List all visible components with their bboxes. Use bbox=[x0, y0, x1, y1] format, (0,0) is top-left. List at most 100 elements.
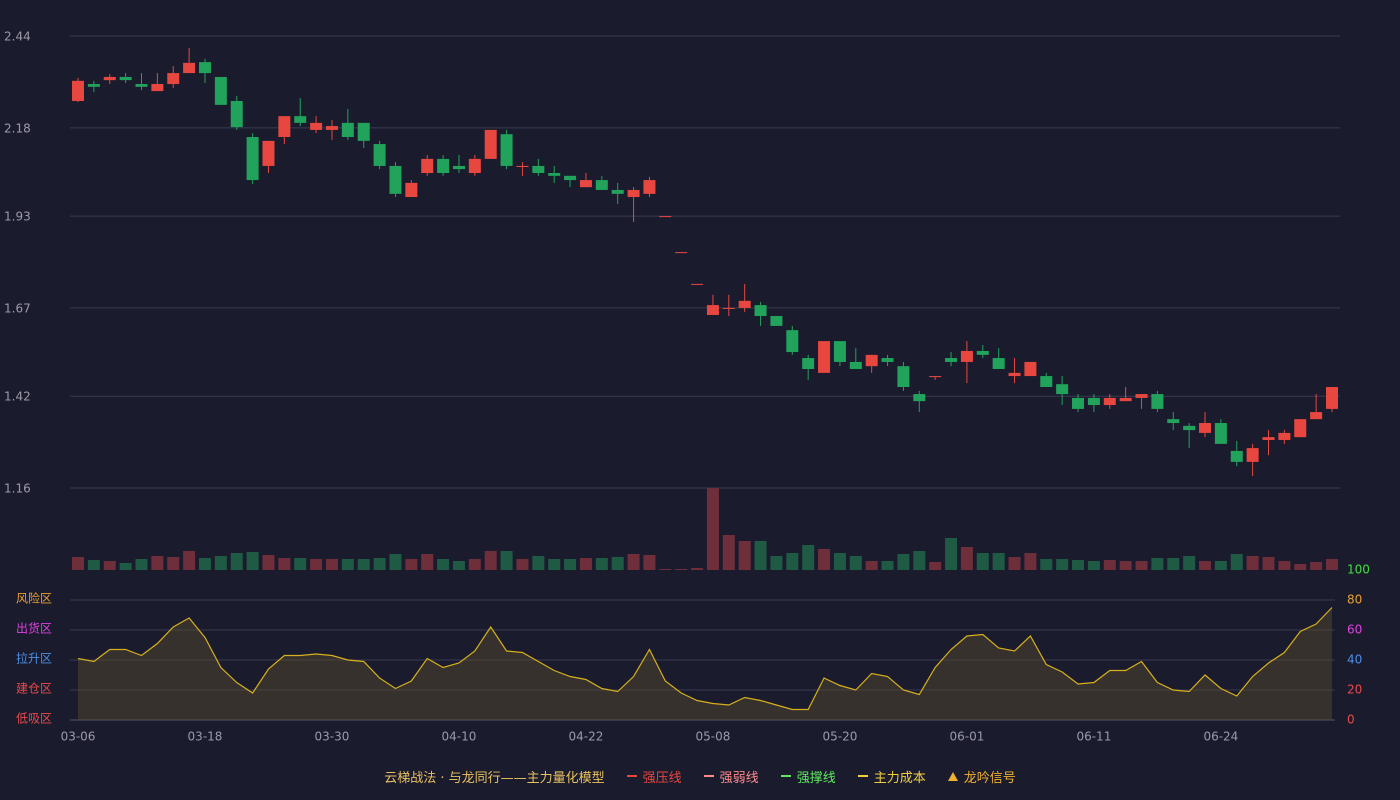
candle-body bbox=[579, 180, 592, 188]
candle-body bbox=[151, 84, 164, 92]
volume-bar bbox=[849, 556, 862, 570]
candle-body bbox=[818, 341, 831, 373]
candle-body bbox=[548, 173, 561, 176]
legend-label: 强弱线 bbox=[719, 770, 759, 786]
legend-item[interactable]: 强撑线 bbox=[780, 767, 836, 786]
candle-body bbox=[516, 165, 529, 168]
legend-item[interactable]: 主力成本 bbox=[857, 767, 926, 786]
candle-body bbox=[452, 165, 465, 170]
volume-bar bbox=[738, 541, 751, 570]
candle-body bbox=[786, 330, 799, 353]
volume-bar bbox=[484, 551, 497, 570]
x-tick-label: 03-18 bbox=[188, 730, 223, 744]
candle-body bbox=[310, 122, 323, 130]
candle-body bbox=[1151, 394, 1164, 409]
volume-bar bbox=[548, 559, 561, 570]
candle-body bbox=[421, 158, 434, 174]
volume-bar bbox=[913, 551, 926, 570]
volume-bar bbox=[897, 554, 910, 570]
volume-bar bbox=[452, 561, 465, 570]
volume-bar bbox=[706, 488, 719, 570]
legend-label: 主力成本 bbox=[873, 770, 926, 786]
volume-bar bbox=[659, 569, 672, 570]
candle-body bbox=[802, 358, 815, 369]
volume-bar bbox=[595, 558, 608, 570]
x-tick-label: 03-06 bbox=[61, 730, 96, 744]
candle-body bbox=[1199, 423, 1212, 433]
candle-body bbox=[706, 305, 719, 315]
volume-bar bbox=[262, 555, 275, 570]
volume-bar bbox=[246, 552, 259, 570]
candle-body bbox=[1214, 423, 1227, 444]
volume-bar bbox=[1214, 561, 1227, 570]
legend-swatch bbox=[857, 775, 868, 777]
volume-bar bbox=[643, 555, 656, 570]
volume-bar bbox=[691, 568, 704, 570]
candle-body bbox=[770, 316, 783, 326]
legend-swatch bbox=[626, 775, 637, 777]
candle-body bbox=[913, 394, 926, 402]
zone-label: 风险区 bbox=[16, 591, 52, 606]
candle-body bbox=[1056, 384, 1069, 395]
legend-swatch bbox=[703, 775, 714, 777]
y-tick-label: 60 bbox=[1347, 623, 1362, 637]
volume-bar bbox=[373, 558, 386, 570]
legend-item[interactable]: 强弱线 bbox=[703, 767, 759, 786]
y-tick-label: 1.42 bbox=[4, 390, 31, 404]
candle-body bbox=[183, 62, 196, 74]
candle-body bbox=[325, 126, 338, 130]
volume-bar bbox=[214, 556, 227, 570]
candle-body bbox=[659, 216, 672, 218]
y-tick-label: 0 bbox=[1347, 713, 1355, 727]
y-tick-label: 40 bbox=[1347, 653, 1362, 667]
candle-body bbox=[1167, 419, 1180, 424]
volume-bar bbox=[357, 559, 370, 570]
candle-body bbox=[500, 134, 513, 166]
candle-body bbox=[992, 358, 1005, 369]
x-tick-label: 05-08 bbox=[695, 730, 730, 744]
y-tick-label: 2.44 bbox=[4, 30, 31, 44]
candle-body bbox=[1135, 394, 1148, 398]
x-tick-label: 06-01 bbox=[949, 730, 984, 744]
candle-body bbox=[881, 358, 894, 362]
volume-bar bbox=[754, 541, 767, 570]
volume-bar bbox=[1008, 557, 1021, 570]
candle-body bbox=[294, 116, 307, 123]
y-tick-label: 1.16 bbox=[4, 482, 31, 496]
candle-body bbox=[1072, 397, 1085, 409]
candle-body bbox=[246, 136, 259, 181]
volume-bar bbox=[341, 559, 354, 570]
volume-bar bbox=[532, 556, 545, 570]
volume-bar bbox=[945, 538, 958, 570]
candle-body bbox=[87, 84, 100, 87]
y-tick-label: 1.67 bbox=[4, 301, 31, 315]
candle-body bbox=[1262, 437, 1275, 440]
candle-body bbox=[357, 122, 370, 141]
volume-bar bbox=[468, 559, 481, 570]
volume-bar bbox=[1246, 556, 1259, 570]
volume-bar bbox=[389, 554, 402, 570]
candle-body bbox=[437, 158, 450, 174]
volume-bar bbox=[627, 554, 640, 570]
legend: 云梯战法 · 与龙同行——主力量化模型 强压线 强弱线 强撑线 主力成本 龙吟信号 bbox=[0, 764, 1400, 788]
volume-bar bbox=[564, 559, 577, 570]
volume-bar bbox=[722, 535, 735, 570]
volume-bar bbox=[881, 561, 894, 570]
candle-body bbox=[849, 361, 862, 369]
legend-item[interactable]: 龙吟信号 bbox=[947, 767, 1016, 786]
candle-body bbox=[897, 366, 910, 388]
candle-body bbox=[167, 73, 180, 85]
candle-body bbox=[214, 76, 227, 105]
candle-body bbox=[103, 76, 116, 81]
candle-body bbox=[1119, 397, 1132, 402]
volume-bar bbox=[1103, 560, 1116, 570]
candle-body bbox=[960, 350, 973, 362]
candle-body bbox=[341, 122, 354, 137]
volume-bar bbox=[802, 545, 815, 570]
indicator-area bbox=[78, 607, 1332, 720]
legend-item[interactable]: 强压线 bbox=[626, 767, 682, 786]
candle-body bbox=[945, 358, 958, 362]
y-tick-label: 100 bbox=[1347, 563, 1370, 577]
x-tick-label: 04-10 bbox=[442, 730, 477, 744]
y-tick-label: 1.93 bbox=[4, 210, 31, 224]
